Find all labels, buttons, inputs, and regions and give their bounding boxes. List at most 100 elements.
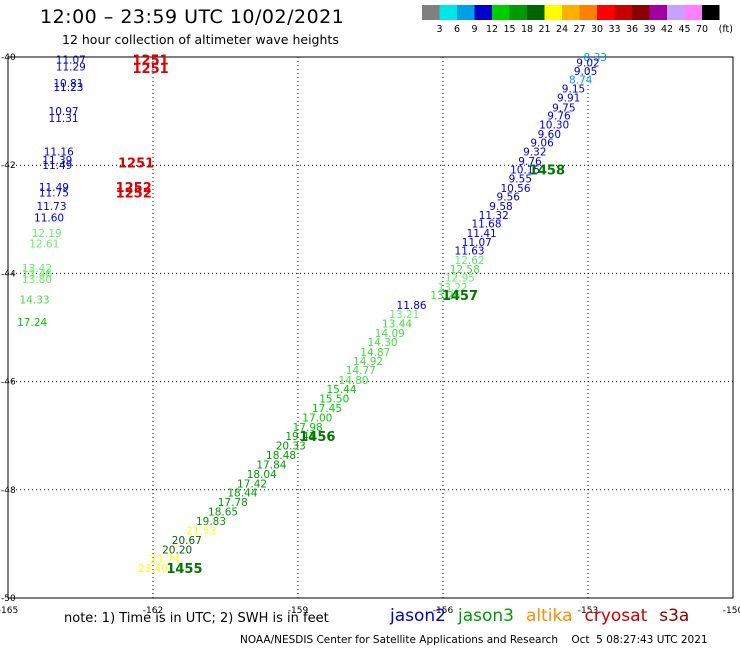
footnote: note: 1) Time is in UTC; 2) SWH is in fe… (64, 611, 329, 626)
x-tick-label: -153 (578, 606, 598, 616)
y-tick-label: -40 (1, 53, 16, 63)
color-scale-label: 70 (696, 24, 708, 35)
swh-label: 9.60 (538, 129, 561, 141)
swh-label: 19.83 (196, 516, 226, 528)
swh-label: 17.78 (218, 497, 248, 509)
swh-label: 17.24 (17, 317, 47, 329)
swh-label: 17.98 (293, 422, 323, 434)
color-scale-label: 6 (454, 24, 460, 35)
swh-label: 8.74 (569, 75, 593, 87)
x-tick-label: -162 (143, 606, 163, 616)
swh-label: 14.92 (353, 356, 383, 368)
color-scale-label: 36 (626, 24, 638, 35)
color-scale-label: 24 (556, 24, 568, 35)
swh-label: 11.39 (42, 155, 72, 167)
y-tick-label: -48 (1, 486, 16, 496)
swh-label: 11.60 (34, 213, 64, 225)
swh-label: 18.65 (208, 506, 238, 518)
time-label: 1252 (116, 186, 152, 201)
swh-label: 18.44 (227, 488, 257, 500)
swh-label: 9.02 (576, 57, 599, 69)
x-tick-label: -165 (0, 606, 18, 616)
page-title: 12:00 – 23:59 UTC 10/02/2021 (40, 6, 345, 28)
swh-label: 11.41 (467, 228, 497, 240)
swh-label: 9.32 (523, 147, 546, 159)
swh-label: 10.15 (510, 165, 540, 177)
swh-label: 9.91 (557, 93, 580, 105)
color-scale-label: 30 (591, 24, 603, 35)
swh-label: 12.95 (445, 273, 475, 285)
swh-label: 12.62 (455, 255, 485, 267)
swh-label: 11.16 (44, 147, 74, 159)
swh-label: 14.33 (20, 294, 50, 306)
time-label: 1458 (529, 164, 565, 179)
color-swatch (597, 5, 615, 20)
swh-label: 13.21 (389, 309, 419, 321)
swh-label: 20.33 (276, 440, 306, 452)
y-tick-label: -46 (1, 378, 16, 388)
color-swatch (422, 5, 440, 20)
color-scale-unit: (ft) (719, 24, 733, 35)
time-label: 1251 (132, 54, 168, 69)
swh-label: 15.50 (319, 393, 349, 405)
swh-label: 11.63 (455, 246, 485, 258)
x-tick-label: -156 (433, 606, 454, 616)
time-label: 1456 (299, 430, 335, 445)
color-swatch (702, 5, 720, 20)
swh-label: 17.84 (256, 459, 286, 471)
swh-label: 17.42 (237, 478, 267, 490)
time-label: 1251 (118, 156, 154, 171)
page-subtitle: 12 hour collection of altimeter wave hei… (62, 32, 339, 47)
swh-label: 12.61 (29, 239, 59, 251)
legend-item-jason2: jason2 (390, 606, 446, 626)
swh-label: 21.74 (150, 554, 180, 566)
swh-label: 23.40 (138, 563, 168, 575)
swh-label: 14.09 (375, 328, 405, 340)
color-scale-label: 12 (486, 24, 498, 35)
x-tick-label: -150 (723, 606, 740, 616)
color-scale-label: 27 (573, 24, 585, 35)
color-scale-label: 15 (503, 24, 515, 35)
swh-label: 11.68 (471, 219, 501, 231)
color-scale-label: 39 (643, 24, 655, 35)
color-swatch (614, 5, 632, 20)
legend-item-altika: altika (526, 606, 573, 626)
swh-label: 9.15 (562, 83, 585, 95)
swh-label: 18.04 (247, 469, 277, 481)
color-swatch (684, 5, 702, 20)
swh-label: 14.77 (346, 365, 376, 377)
color-swatch (439, 5, 457, 20)
swh-label: 9.75 (552, 102, 575, 114)
swh-label: 18.48 (266, 450, 296, 462)
swh-label: 13.26 (430, 290, 460, 302)
time-label: 1251 (132, 62, 168, 77)
y-tick-label: -50 (1, 594, 16, 604)
legend-item-jason3: jason3 (458, 606, 514, 626)
swh-label: 9.06 (530, 137, 554, 149)
color-swatch (667, 5, 685, 20)
color-scale-label: 45 (678, 24, 690, 35)
swh-label: 13.80 (22, 274, 52, 286)
color-scale-label: 9 (471, 24, 477, 35)
y-tick-label: -42 (1, 161, 16, 171)
swh-label: 11.31 (49, 113, 79, 125)
color-swatch (544, 5, 562, 20)
swh-label: 14.80 (339, 375, 369, 387)
y-tick-label: -44 (1, 269, 16, 279)
swh-label: 9.55 (509, 174, 532, 186)
color-scale-label: 3 (436, 24, 442, 35)
time-label: 1457 (442, 289, 478, 304)
color-swatch (509, 5, 527, 20)
x-tick-label: -159 (288, 606, 309, 616)
color-swatch (457, 5, 475, 20)
swh-label: 11.07 (462, 237, 492, 249)
swh-label: 9.76 (518, 156, 542, 168)
swh-label: 10.97 (49, 106, 79, 118)
swh-label: 9.56 (497, 192, 521, 204)
color-scale-legend: 3 6 9 12 15 18 21 24 27 30 33 36 39 42 45 70 (ft) (422, 5, 733, 35)
swh-label: 17.00 (302, 412, 332, 424)
swh-label: 12.19 (32, 228, 62, 240)
time-label: 1252 (116, 181, 152, 196)
plot-frame (7, 56, 734, 599)
swh-label: 11.07 (56, 55, 86, 67)
